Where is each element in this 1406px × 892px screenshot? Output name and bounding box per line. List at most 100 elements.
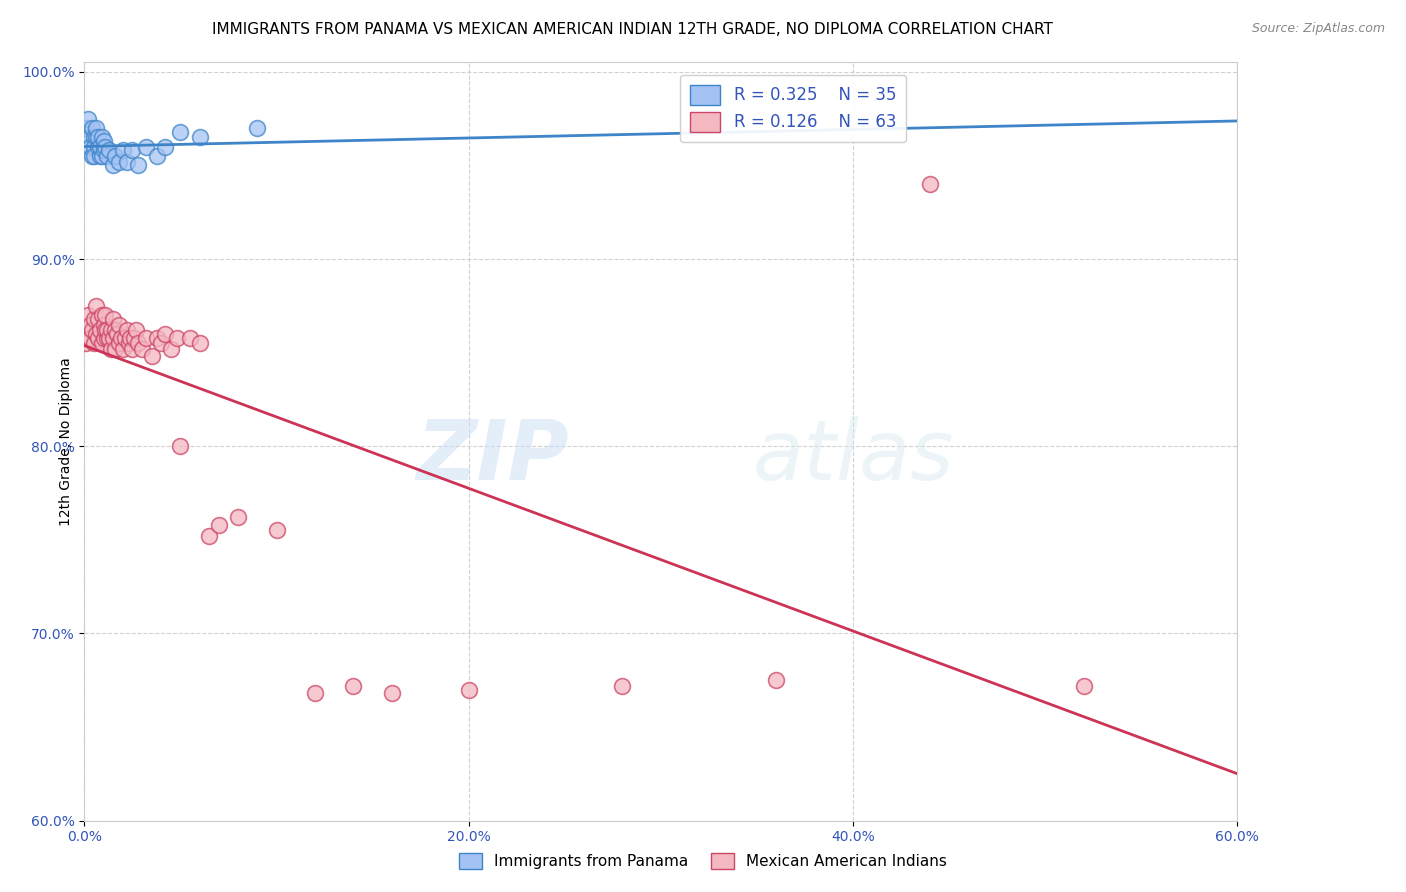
Text: ZIP: ZIP bbox=[416, 417, 568, 497]
Point bbox=[84, 299, 107, 313]
Point bbox=[124, 331, 146, 345]
Point bbox=[765, 673, 787, 688]
Point bbox=[87, 331, 110, 345]
Point bbox=[120, 331, 142, 345]
Point bbox=[79, 331, 101, 345]
Point bbox=[103, 331, 124, 345]
Point bbox=[94, 323, 117, 337]
Point bbox=[146, 149, 169, 163]
Point bbox=[169, 439, 191, 453]
Point bbox=[208, 517, 231, 532]
Point bbox=[89, 149, 111, 163]
Point bbox=[83, 149, 105, 163]
Point bbox=[83, 139, 105, 153]
Point bbox=[166, 331, 188, 345]
Point bbox=[226, 510, 249, 524]
Point bbox=[83, 336, 105, 351]
Point bbox=[457, 682, 479, 697]
Point bbox=[87, 139, 110, 153]
Y-axis label: 12th Grade, No Diploma: 12th Grade, No Diploma bbox=[59, 357, 73, 526]
Point bbox=[90, 149, 112, 163]
Point bbox=[1073, 679, 1095, 693]
Point bbox=[96, 149, 118, 163]
Point bbox=[77, 112, 100, 126]
Point bbox=[169, 125, 191, 139]
Point bbox=[103, 158, 124, 172]
Point bbox=[266, 524, 288, 538]
Point bbox=[79, 139, 101, 153]
Point bbox=[121, 144, 143, 158]
Point bbox=[114, 331, 136, 345]
Point bbox=[83, 130, 105, 145]
Point bbox=[198, 529, 221, 543]
Point bbox=[381, 686, 404, 700]
Point bbox=[100, 342, 122, 356]
Point bbox=[188, 336, 211, 351]
Point bbox=[98, 144, 121, 158]
Point bbox=[104, 342, 127, 356]
Point bbox=[108, 154, 131, 169]
Point bbox=[75, 336, 97, 351]
Point bbox=[153, 326, 176, 341]
Point bbox=[918, 177, 941, 191]
Point bbox=[93, 144, 115, 158]
Point bbox=[80, 323, 103, 337]
Point bbox=[111, 144, 134, 158]
Point bbox=[153, 139, 176, 153]
Point bbox=[105, 326, 128, 341]
Point bbox=[146, 331, 169, 345]
Point bbox=[87, 130, 110, 145]
Point bbox=[141, 350, 163, 364]
Text: Source: ZipAtlas.com: Source: ZipAtlas.com bbox=[1251, 22, 1385, 36]
Point bbox=[115, 323, 138, 337]
Point bbox=[108, 318, 131, 332]
Point bbox=[108, 336, 131, 351]
Point bbox=[111, 342, 134, 356]
Point bbox=[188, 130, 211, 145]
Point bbox=[150, 336, 173, 351]
Point bbox=[84, 120, 107, 135]
Point bbox=[96, 331, 118, 345]
Text: IMMIGRANTS FROM PANAMA VS MEXICAN AMERICAN INDIAN 12TH GRADE, NO DIPLOMA CORRELA: IMMIGRANTS FROM PANAMA VS MEXICAN AMERIC… bbox=[212, 22, 1053, 37]
Point bbox=[84, 326, 107, 341]
Point bbox=[246, 120, 269, 135]
Point bbox=[304, 686, 326, 700]
Legend: Immigrants from Panama, Mexican American Indians: Immigrants from Panama, Mexican American… bbox=[453, 847, 953, 875]
Point bbox=[89, 139, 111, 153]
Point bbox=[342, 679, 364, 693]
Point bbox=[93, 318, 115, 332]
Point bbox=[94, 139, 117, 153]
Point bbox=[179, 331, 201, 345]
Point bbox=[131, 342, 153, 356]
Legend: R = 0.325    N = 35, R = 0.126    N = 63: R = 0.325 N = 35, R = 0.126 N = 63 bbox=[681, 75, 905, 142]
Point bbox=[100, 323, 122, 337]
Point bbox=[121, 342, 143, 356]
Point bbox=[117, 336, 139, 351]
Text: atlas: atlas bbox=[754, 417, 955, 497]
Point bbox=[79, 318, 101, 332]
Point bbox=[96, 323, 118, 337]
Point bbox=[89, 323, 111, 337]
Point bbox=[104, 323, 127, 337]
Point bbox=[79, 130, 101, 145]
Point bbox=[104, 149, 127, 163]
Point bbox=[80, 120, 103, 135]
Point bbox=[612, 679, 634, 693]
Point bbox=[98, 331, 121, 345]
Point bbox=[103, 312, 124, 326]
Point bbox=[87, 312, 110, 326]
Point bbox=[84, 130, 107, 145]
Point bbox=[90, 336, 112, 351]
Point bbox=[135, 139, 157, 153]
Point bbox=[135, 331, 157, 345]
Point bbox=[83, 312, 105, 326]
Point bbox=[90, 308, 112, 322]
Point bbox=[77, 308, 100, 322]
Point bbox=[90, 130, 112, 145]
Point bbox=[115, 154, 138, 169]
Point bbox=[125, 323, 148, 337]
Point bbox=[127, 158, 149, 172]
Point bbox=[75, 120, 97, 135]
Point bbox=[94, 308, 117, 322]
Point bbox=[127, 336, 149, 351]
